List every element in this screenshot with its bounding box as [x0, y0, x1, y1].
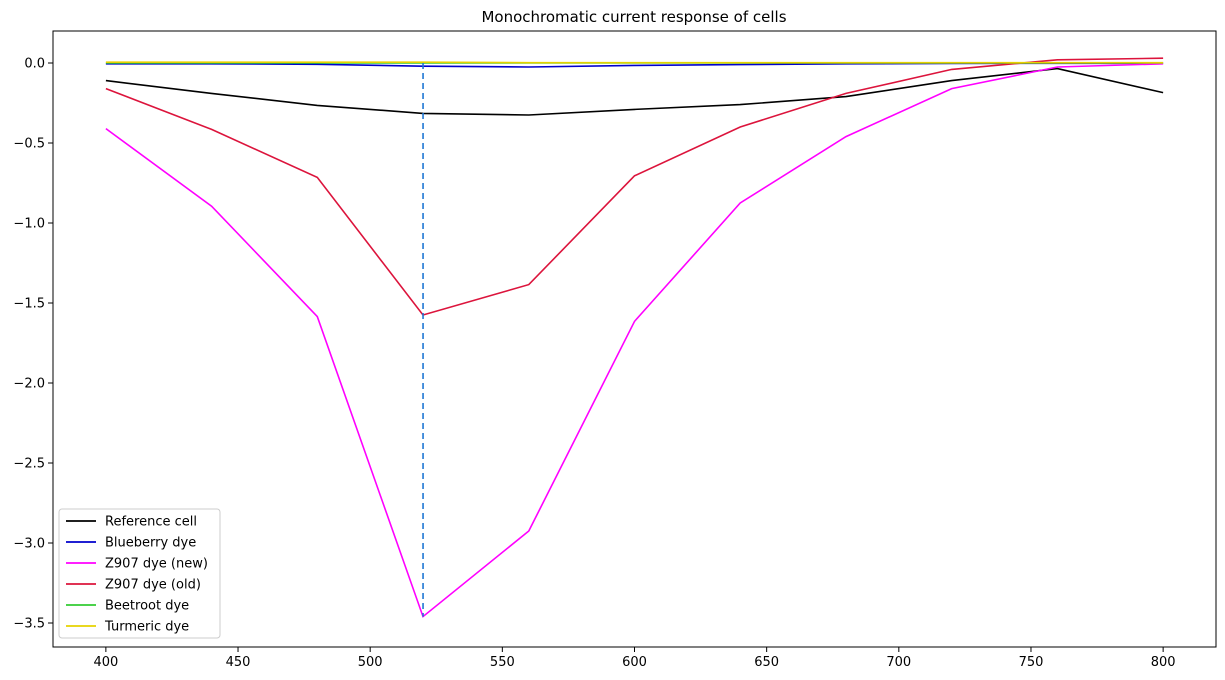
- series-line-turmeric-dye: [105, 61, 1164, 64]
- y-tick-label: −1.5: [13, 297, 45, 312]
- plot-area: [52, 30, 1217, 648]
- legend-label: Reference cell: [105, 515, 197, 530]
- legend-label: Beetroot dye: [105, 599, 189, 614]
- legend-box: [58, 508, 221, 639]
- y-tick-label: −0.5: [13, 137, 45, 152]
- y-tick-label: −2.5: [13, 457, 45, 472]
- x-tick-label: 700: [886, 655, 911, 670]
- x-tick-label: 750: [1019, 655, 1044, 670]
- y-tick-label: −2.0: [13, 377, 45, 392]
- x-tick-label: 800: [1151, 655, 1176, 670]
- x-tick-label: 550: [490, 655, 515, 670]
- x-tick-label: 650: [754, 655, 779, 670]
- ticks-layer: 400 450 500 550 600 650 700 750 800 0.0 −0.5 −1.0 −1…: [13, 57, 1175, 671]
- series-layer: [105, 57, 1164, 618]
- legend-label: Z907 dye (new): [105, 557, 208, 572]
- y-tick-label: −3.5: [13, 617, 45, 632]
- legend-label: Blueberry dye: [105, 536, 196, 551]
- chart-title: Monochromatic current response of cells: [481, 8, 786, 26]
- y-tick-label: −3.0: [13, 537, 45, 552]
- x-tick-label: 600: [622, 655, 647, 670]
- series-line-reference-cell: [105, 67, 1164, 116]
- x-tick-label: 450: [226, 655, 251, 670]
- series-line-z907-dye-new: [105, 63, 1164, 618]
- x-tick-label: 400: [93, 655, 118, 670]
- legend-label: Z907 dye (old): [105, 578, 201, 593]
- y-tick-label: −1.0: [13, 217, 45, 232]
- x-tick-label: 500: [358, 655, 383, 670]
- y-tick-label: 0.0: [24, 57, 45, 72]
- legend-label: Turmeric dye: [104, 620, 189, 635]
- legend: Reference cell Blueberry dye Z907 dye (new…: [58, 508, 221, 639]
- series-line-z907-dye-old: [105, 57, 1164, 316]
